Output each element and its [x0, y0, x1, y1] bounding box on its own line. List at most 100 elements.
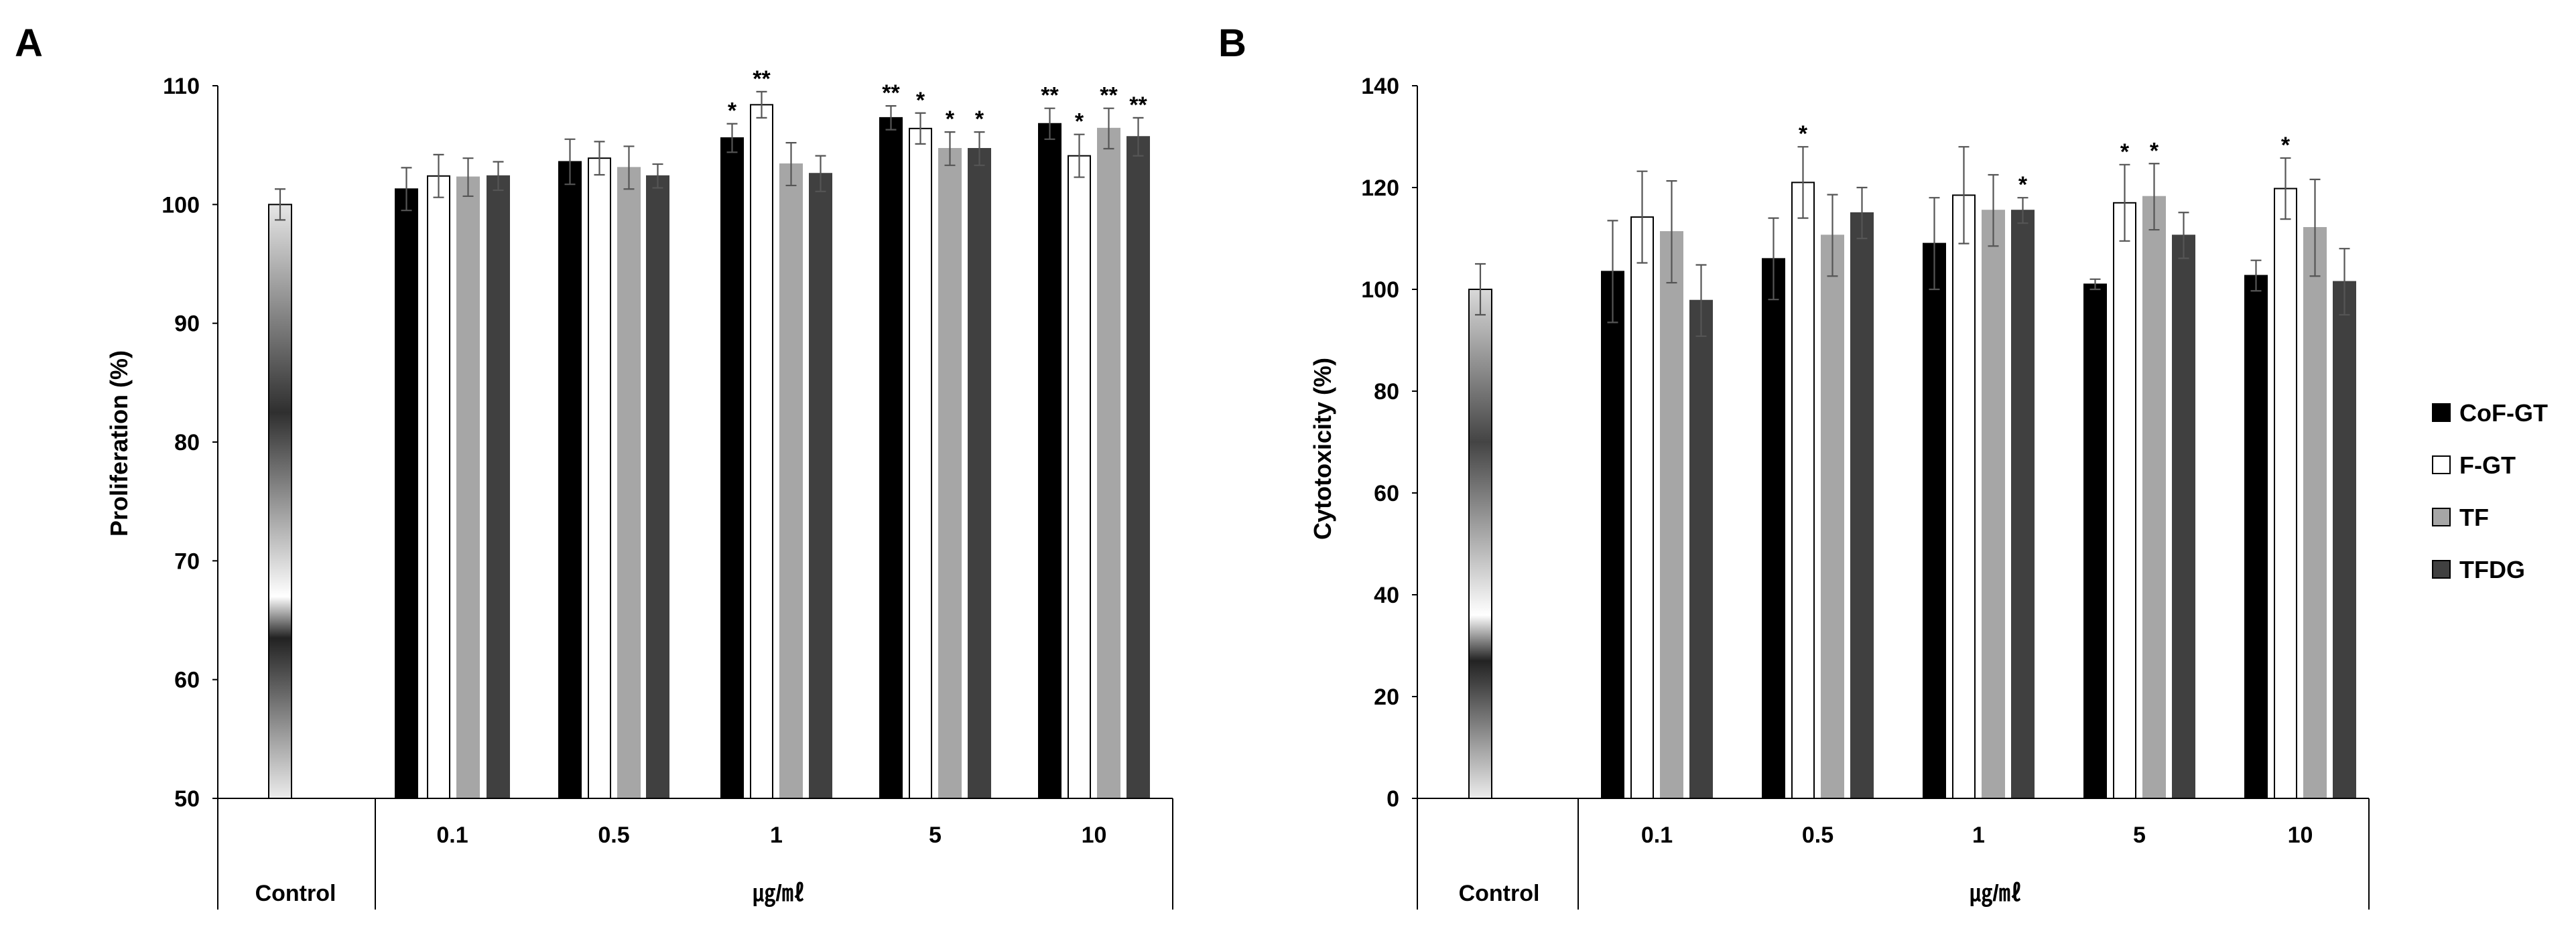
panel-b-error-bar	[1768, 217, 1779, 301]
panel-a-error-bar	[756, 90, 767, 119]
panel-b-y-tick-label: 0	[1387, 786, 1399, 812]
panel-b-significance-marker: *	[1799, 121, 1808, 147]
panel-a-significance-marker: *	[946, 106, 955, 132]
panel-b-category-label: 1	[1972, 822, 1985, 848]
panel-a-y-tick-label: 100	[162, 192, 200, 218]
panel-a-y-tick-label: 60	[174, 668, 200, 693]
panel-a-error-bar	[623, 145, 635, 190]
panel-b-category-label: 5	[2133, 822, 2146, 848]
panel-a-bar-tfdg	[809, 173, 832, 799]
panel-b-bar-f-gt	[2274, 188, 2297, 799]
panel-a-error-bar	[433, 153, 444, 198]
panel-a-bar-tfdg	[1126, 136, 1150, 799]
panel-b-bar-f-gt	[1630, 216, 1654, 799]
panel-a-significance-marker: *	[916, 88, 925, 113]
panel-a-y-tick-label: 90	[174, 311, 200, 337]
panel-a-significance-marker: **	[1129, 92, 1147, 118]
panel-a-bar-tfdg	[968, 147, 991, 799]
panel-a-bar-tfdg	[487, 175, 510, 800]
panel-b-label: B	[1218, 21, 1246, 65]
panel-a-bar-tf	[938, 147, 962, 799]
panel-a-error-bar	[974, 131, 985, 166]
panel-a-bar-f-gt	[427, 175, 450, 800]
panel-a-bar-f-gt	[588, 157, 611, 799]
panel-a-y-tick-label: 70	[174, 549, 200, 574]
panel-b: B Cytotoxicity (%) * * * * * 0 20 40 60 80 100 120…	[1218, 21, 2370, 910]
panel-a-significance-marker: **	[753, 66, 771, 92]
panel-b-bar-f-gt	[1952, 194, 1976, 799]
panel-b-bar-f-gt	[2113, 202, 2136, 799]
panel-b-y-tick-label: 80	[1374, 379, 1399, 405]
panel-b-error-bar	[1636, 170, 1648, 264]
panel-b-error-bar	[2339, 248, 2350, 316]
panel-b-error-bar	[2309, 178, 2321, 277]
panel-b-bar-tf	[2142, 196, 2166, 799]
panel-b-error-bar	[2119, 163, 2130, 242]
panel-b-control-bar	[1468, 289, 1492, 799]
legend-swatch-f-gt	[2432, 455, 2451, 474]
legend-label-tf: TF	[2459, 504, 2489, 531]
panel-a-y-tick-label: 50	[174, 786, 200, 812]
panel-b-bar-tf	[1821, 234, 1844, 799]
legend-label-f-gt: F-GT	[2459, 451, 2516, 479]
panel-b-significance-marker: *	[2120, 139, 2130, 165]
panel-a-bar-tf	[456, 176, 480, 799]
panel-a-bar-cof-gt	[558, 161, 582, 799]
panel-a-error-bar	[493, 161, 504, 192]
panel-a-error-bar	[594, 141, 605, 176]
panel-a-bar-cof-gt	[879, 117, 903, 799]
panel-b-error-bar	[1607, 220, 1618, 324]
panel-a-error-bar	[915, 112, 926, 145]
panel-a-bar-f-gt	[909, 127, 932, 799]
panel-b-category-label: 10	[2288, 822, 2313, 848]
panel-b-category-label: 0.1	[1641, 822, 1673, 848]
panel-b-significance-marker: *	[2281, 133, 2291, 158]
panel-b-bar-cof-gt	[1923, 242, 1946, 800]
panel-b-error-bar	[1988, 173, 1999, 247]
panel-b-category-label: 0.5	[1802, 822, 1833, 848]
panel-a-label: A	[15, 21, 43, 65]
panel-b-bar-f-gt	[1791, 182, 1815, 799]
panel-b-control-error-bar	[1475, 263, 1486, 316]
legend-swatch-tf	[2432, 508, 2451, 526]
panel-a-x-axis-title: ㎍/㎖	[753, 881, 804, 908]
panel-b-bar-tf	[2303, 227, 2327, 800]
legend: CoF-GT F-GT TF TFDG	[2432, 399, 2548, 583]
panel-b-error-bar	[2178, 212, 2189, 259]
panel-a-significance-marker: **	[1100, 83, 1118, 109]
panel-b-bar-tf	[1660, 231, 1683, 799]
panel-a-error-bar	[944, 131, 956, 166]
panel-b-control-label: Control	[1459, 881, 1540, 906]
panel-b-error-bar	[1929, 197, 1940, 291]
panel-a-category-label: 0.5	[598, 822, 629, 848]
panel-b-bar-cof-gt	[2244, 275, 2268, 800]
legend-label-cof-gt: CoF-GT	[2459, 399, 2548, 427]
panel-a-control-error-bar	[275, 188, 285, 221]
panel-b-bar-cof-gt	[2083, 283, 2107, 799]
panel-a-control-label: Control	[255, 881, 336, 906]
panel-a-y-tick-label: 110	[163, 74, 200, 99]
panel-b-y-tick-label: 60	[1374, 481, 1399, 506]
panel-b-error-bar	[2280, 157, 2291, 220]
panel-a-bar-cof-gt	[720, 137, 744, 799]
panel-b-bar-cof-gt	[1762, 258, 1785, 799]
panel-b-y-axis-title: Cytotoxicity (%)	[1309, 358, 1336, 540]
panel-a-error-bar	[726, 123, 738, 153]
panel-b-error-bar	[2148, 163, 2160, 231]
panel-a-significance-marker: *	[1075, 109, 1084, 135]
panel-a-error-bar	[564, 138, 576, 186]
legend-swatch-tfdg	[2432, 560, 2451, 579]
panel-a-error-bar	[885, 105, 897, 131]
panel-a-error-bar	[652, 163, 663, 189]
panel-b-error-bar	[1797, 146, 1809, 219]
panel-a-category-label: 0.1	[436, 822, 468, 848]
panel-a-significance-marker: **	[882, 80, 900, 106]
panel-b-y-tick-label: 40	[1374, 583, 1399, 608]
panel-b-bar-tfdg	[2011, 210, 2035, 799]
panel-a-significance-marker: **	[1041, 83, 1059, 109]
panel-a-control-bar	[268, 204, 292, 800]
panel-a-category-label: 10	[1082, 822, 1107, 848]
panel-a-error-bar	[1044, 107, 1055, 140]
panel-b-error-bar	[1666, 180, 1677, 284]
panel-a-error-bar	[1133, 117, 1144, 157]
